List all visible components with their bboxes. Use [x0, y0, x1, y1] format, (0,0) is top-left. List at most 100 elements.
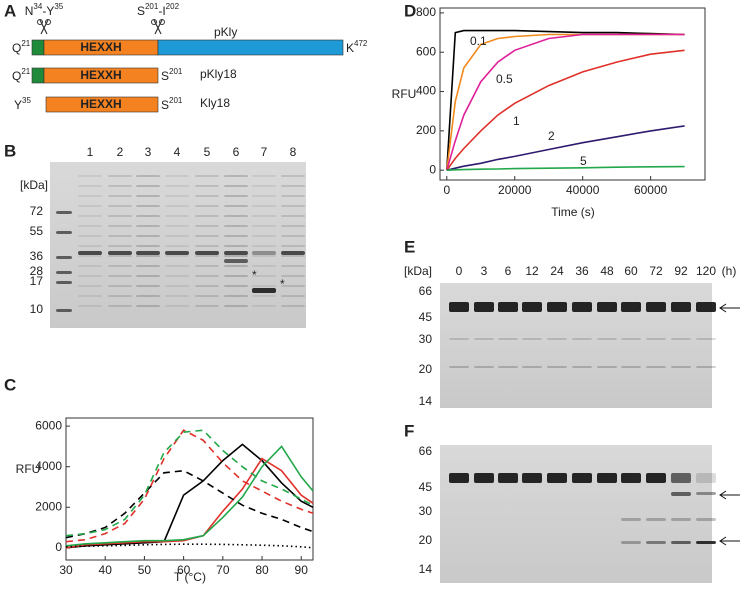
scissors — [151, 19, 157, 25]
y-tick-label: 800 — [416, 5, 436, 19]
curve-annotation: 0.5 — [496, 72, 513, 86]
marker-label: 17 — [30, 274, 44, 288]
series-line — [65, 443, 314, 549]
gel-band — [281, 295, 305, 297]
panel-label: F — [404, 421, 414, 440]
gel-band — [78, 175, 102, 177]
y-tick-label: 600 — [416, 44, 436, 58]
gel-band — [224, 295, 248, 297]
gel-band — [136, 265, 160, 267]
gel-band — [78, 251, 102, 255]
gel-band — [165, 265, 189, 267]
gel-band — [498, 473, 518, 483]
gel-band — [78, 215, 102, 217]
gel-band — [696, 541, 716, 544]
gel-band — [281, 245, 305, 247]
gel-band — [281, 195, 305, 197]
gel-band — [252, 285, 276, 287]
cut-right: -Y — [42, 4, 54, 18]
gel-band — [165, 195, 189, 197]
cut-left-pos: 201 — [145, 2, 159, 11]
time-unit: (h) — [722, 264, 737, 278]
gel-band — [621, 338, 641, 340]
gel-band — [572, 366, 592, 368]
series-line — [65, 429, 314, 537]
construct-start-letter: Q — [12, 69, 21, 83]
gel-band — [136, 305, 160, 307]
gel-band — [108, 225, 132, 227]
gel-band — [224, 265, 248, 267]
gel-band — [281, 275, 305, 277]
gel-band — [671, 302, 691, 312]
x-tick-label: 90 — [295, 563, 309, 577]
construct-end-sup: 472 — [354, 39, 368, 48]
x-tick-label: 70 — [216, 563, 230, 577]
gel-band — [136, 295, 160, 297]
gel-band — [195, 265, 219, 267]
gel-band — [224, 259, 248, 263]
gel-band — [56, 231, 72, 234]
panel-label: B — [4, 141, 16, 160]
gel-band — [252, 251, 276, 255]
gel-band — [281, 235, 305, 237]
gel-band — [108, 305, 132, 307]
gel-band — [136, 285, 160, 287]
gel-unit: [kDa] — [404, 264, 432, 278]
x-tick-label: 60000 — [634, 183, 668, 197]
scissors — [40, 19, 49, 35]
gel-band — [224, 285, 248, 287]
x-axis-label: T (°C) — [174, 570, 206, 584]
gel-band — [136, 255, 160, 257]
gel-band — [165, 285, 189, 287]
gel-band — [671, 492, 691, 496]
gel-band — [621, 302, 641, 312]
gel-band — [195, 235, 219, 237]
arrow — [719, 536, 740, 546]
series-line — [65, 445, 314, 547]
marker-label: 45 — [419, 310, 433, 324]
gel-band — [281, 255, 305, 257]
gel-band — [108, 275, 132, 277]
gel-band — [195, 295, 219, 297]
gel-band — [78, 255, 102, 257]
y-tick-label: 0 — [429, 162, 436, 176]
gel-band — [195, 305, 219, 307]
lane-label: 6 — [233, 145, 240, 159]
construct-end: S201 — [161, 96, 183, 112]
lane-label: 3 — [145, 145, 152, 159]
gel-band — [195, 245, 219, 247]
gel-band — [78, 235, 102, 237]
gel-band — [78, 245, 102, 247]
gel-band — [195, 255, 219, 257]
y-tick-label: 4000 — [35, 459, 62, 473]
motif: HEXXH — [80, 40, 121, 54]
gel-band — [696, 338, 716, 340]
gel-band — [597, 302, 617, 312]
series-line — [65, 469, 314, 539]
arrow — [719, 303, 740, 313]
scissors — [154, 19, 163, 35]
gel-band — [449, 473, 469, 483]
gel-band — [224, 185, 248, 187]
x-tick-label: 40 — [99, 563, 113, 577]
gel-band — [252, 185, 276, 187]
gel-band — [195, 215, 219, 217]
gel-band — [108, 175, 132, 177]
gel-band — [56, 281, 72, 284]
y-tick-label: 6000 — [35, 418, 62, 432]
marker-label: 14 — [419, 394, 433, 408]
cut-right-pos: 35 — [54, 2, 63, 11]
marker-label: 55 — [30, 224, 44, 238]
marker-label: 10 — [30, 302, 44, 316]
gel-band — [108, 251, 132, 255]
gel-band — [165, 235, 189, 237]
gel-band — [108, 245, 132, 247]
cut-right-pos: 202 — [166, 2, 180, 11]
motif: HEXXH — [80, 97, 121, 111]
panel-label: E — [404, 237, 415, 256]
gel-band — [78, 225, 102, 227]
gel-band — [224, 251, 248, 255]
gel-unit: [kDa] — [20, 178, 48, 192]
gel-band — [522, 338, 542, 340]
construct-start-sup: 35 — [22, 96, 31, 105]
